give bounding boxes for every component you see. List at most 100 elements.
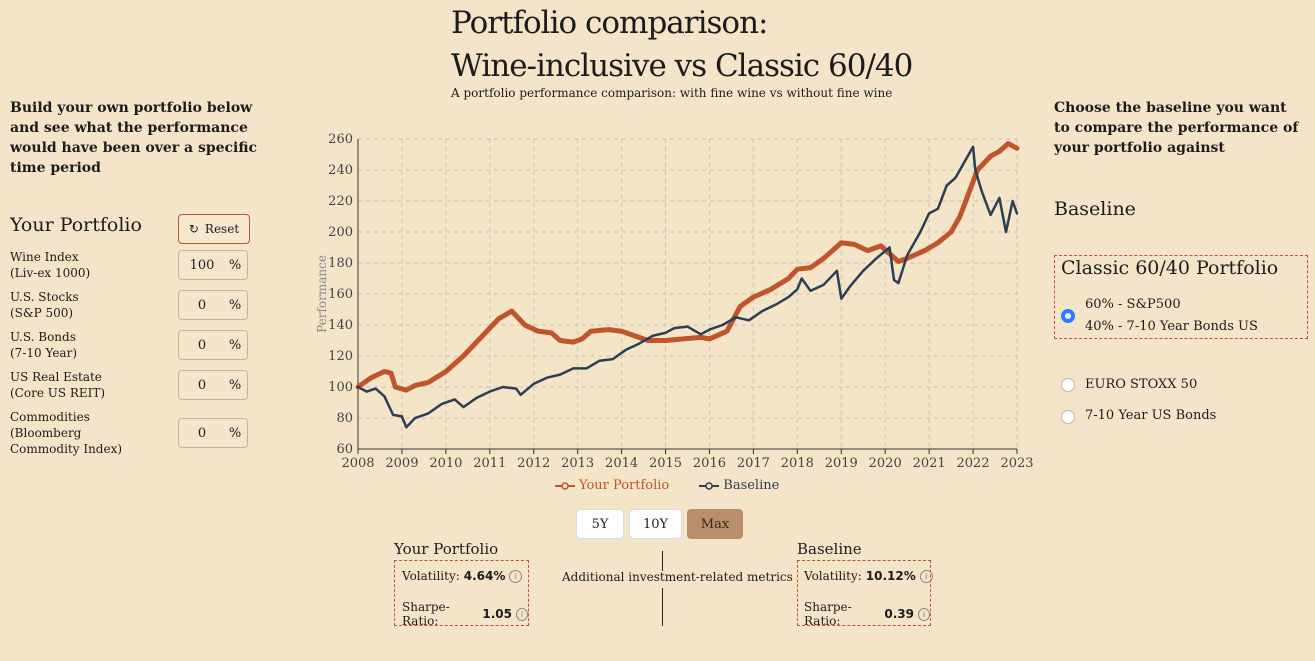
percent-unit: % (228, 337, 242, 353)
additional-metrics-label: Additional investment-related metrics (562, 570, 793, 584)
reset-button[interactable]: ↻ Reset (178, 214, 250, 244)
asset-percent-value: 0 (197, 337, 207, 353)
percent-unit: % (228, 257, 242, 273)
legend-marker-baseline (699, 481, 720, 490)
info-icon[interactable]: i (516, 607, 528, 621)
baseline-option-classic-title: Classic 60/40 Portfolio (1061, 257, 1279, 279)
y-tick-label: 60 (336, 442, 353, 457)
baseline-option-classic[interactable] (1054, 255, 1308, 339)
baseline-sharpe-value: 0.39 (884, 607, 914, 621)
y-tick-label: 140 (328, 318, 353, 333)
y-tick-label: 220 (328, 194, 353, 209)
x-tick-label: 2022 (957, 456, 990, 470)
percent-unit: % (228, 297, 242, 313)
baseline-volatility-value: 10.12% (865, 569, 916, 583)
asset-percent-value: 0 (197, 425, 207, 441)
y-axis-label: Performance (315, 255, 329, 333)
divider-bottom (662, 588, 663, 626)
asset-label: U.S. Bonds (7-10 Year) (10, 330, 78, 360)
baseline-option-us-bonds[interactable]: 7-10 Year US Bonds (1085, 408, 1217, 423)
left-intro-text: Build your own portfolio below and see w… (10, 100, 258, 176)
title-line-2: Wine-inclusive vs Classic 60/40 (451, 48, 913, 84)
info-icon[interactable]: i (509, 569, 523, 583)
legend-label-your: Your Portfolio (579, 478, 670, 493)
range-max-button[interactable]: Max (687, 509, 743, 539)
legend-marker-your (555, 481, 575, 490)
asset-percent-input[interactable]: 0% (178, 330, 248, 360)
asset-percent-value: 100 (189, 257, 215, 273)
asset-percent-value: 0 (197, 297, 207, 313)
x-tick-label: 2017 (737, 456, 770, 470)
page-title: Portfolio comparison: Wine-inclusive vs … (451, 2, 913, 88)
baseline-heading: Baseline (1054, 198, 1136, 220)
legend-label-baseline: Baseline (723, 478, 780, 493)
your-portfolio-heading: Your Portfolio (10, 214, 142, 236)
refresh-icon: ↻ (188, 222, 199, 236)
x-tick-label: 2019 (825, 456, 858, 470)
asset-label: US Real Estate (Core US REIT) (10, 370, 106, 400)
y-tick-label: 160 (328, 287, 353, 302)
chart-legend: Your Portfolio Baseline (555, 478, 779, 493)
x-tick-label: 2020 (869, 456, 902, 470)
reset-label: Reset (204, 222, 240, 236)
your-volatility-label: Volatility: (402, 569, 460, 583)
legend-your-portfolio[interactable]: Your Portfolio (555, 478, 669, 493)
performance-chart: 60 80 100 120 140 160 180 200 220 240 260 2008 2009 2… (315, 132, 1034, 470)
baseline-sharpe-row: Sharpe-Ratio: 0.39 i (804, 600, 930, 628)
baseline-metrics-title: Baseline (797, 540, 862, 558)
x-tick-label: 2012 (517, 456, 550, 470)
baseline-volatility-label: Volatility: (804, 569, 862, 583)
info-icon[interactable]: i (918, 607, 930, 621)
baseline-sharpe-label: Sharpe-Ratio: (804, 600, 852, 628)
x-tick-label: 2016 (693, 456, 726, 470)
y-tick-label: 240 (328, 163, 353, 178)
asset-percent-input[interactable]: 0% (178, 290, 248, 320)
x-tick-label: 2011 (473, 456, 506, 470)
series-line-your-portfolio (355, 141, 1020, 393)
classic-line-1: 60% - S&P500 (1085, 297, 1181, 312)
divider-top (662, 551, 663, 571)
y-tick-label: 200 (328, 225, 353, 240)
asset-percent-input[interactable]: 0% (178, 370, 248, 400)
your-sharpe-row: Sharpe-Ratio: 1.05 i (402, 600, 528, 628)
your-metrics-box: Volatility: 4.64% i Sharpe-Ratio: 1.05 i (394, 560, 529, 628)
page-subtitle: A portfolio performance comparison: with… (451, 86, 893, 100)
x-tick-label: 2015 (649, 456, 682, 470)
baseline-radio-classic[interactable] (1061, 309, 1075, 323)
x-tick-label: 2010 (429, 456, 462, 470)
x-tick-label: 2018 (781, 456, 814, 470)
info-icon[interactable]: i (919, 569, 933, 583)
x-tick-label: 2023 (1000, 456, 1033, 470)
your-volatility-value: 4.64% (463, 569, 506, 583)
x-tick-label: 2013 (561, 456, 594, 470)
asset-percent-value: 0 (197, 377, 207, 393)
y-tick-label: 100 (328, 380, 353, 395)
baseline-radio-us-bonds[interactable] (1061, 410, 1075, 424)
asset-label: Wine Index (Liv-ex 1000) (10, 250, 91, 280)
legend-baseline[interactable]: Baseline (699, 478, 779, 493)
y-tick-label: 180 (328, 256, 353, 271)
baseline-option-classic-detail: 60% - S&P500 40% - 7-10 Year Bonds US (1085, 294, 1258, 338)
your-metrics-title: Your Portfolio (394, 540, 499, 558)
range-10y-button[interactable]: 10Y (629, 509, 682, 539)
percent-unit: % (228, 425, 242, 441)
baseline-volatility-row: Volatility: 10.12% i (804, 569, 933, 583)
y-tick-label: 260 (328, 132, 353, 147)
your-sharpe-value: 1.05 (482, 607, 512, 621)
range-5y-button[interactable]: 5Y (576, 509, 624, 539)
baseline-radio-eurostoxx[interactable] (1061, 378, 1075, 392)
series-line-baseline (356, 145, 1019, 429)
asset-percent-input[interactable]: 100% (178, 250, 248, 280)
y-tick-label: 80 (336, 411, 353, 426)
x-tick-label: 2014 (605, 456, 638, 470)
baseline-option-eurostoxx[interactable]: EURO STOXX 50 (1085, 377, 1198, 392)
asset-label: U.S. Stocks (S&P 500) (10, 290, 79, 320)
x-tick-label: 2009 (385, 456, 418, 470)
your-volatility-row: Volatility: 4.64% i (402, 569, 523, 583)
title-line-1: Portfolio comparison: (451, 5, 769, 41)
x-tick-label: 2008 (341, 456, 374, 470)
right-intro-text: Choose the baseline you want to compare … (1054, 100, 1299, 156)
asset-percent-input[interactable]: 0% (178, 418, 248, 448)
classic-line-2: 40% - 7-10 Year Bonds US (1085, 319, 1258, 334)
y-tick-label: 120 (328, 349, 353, 364)
